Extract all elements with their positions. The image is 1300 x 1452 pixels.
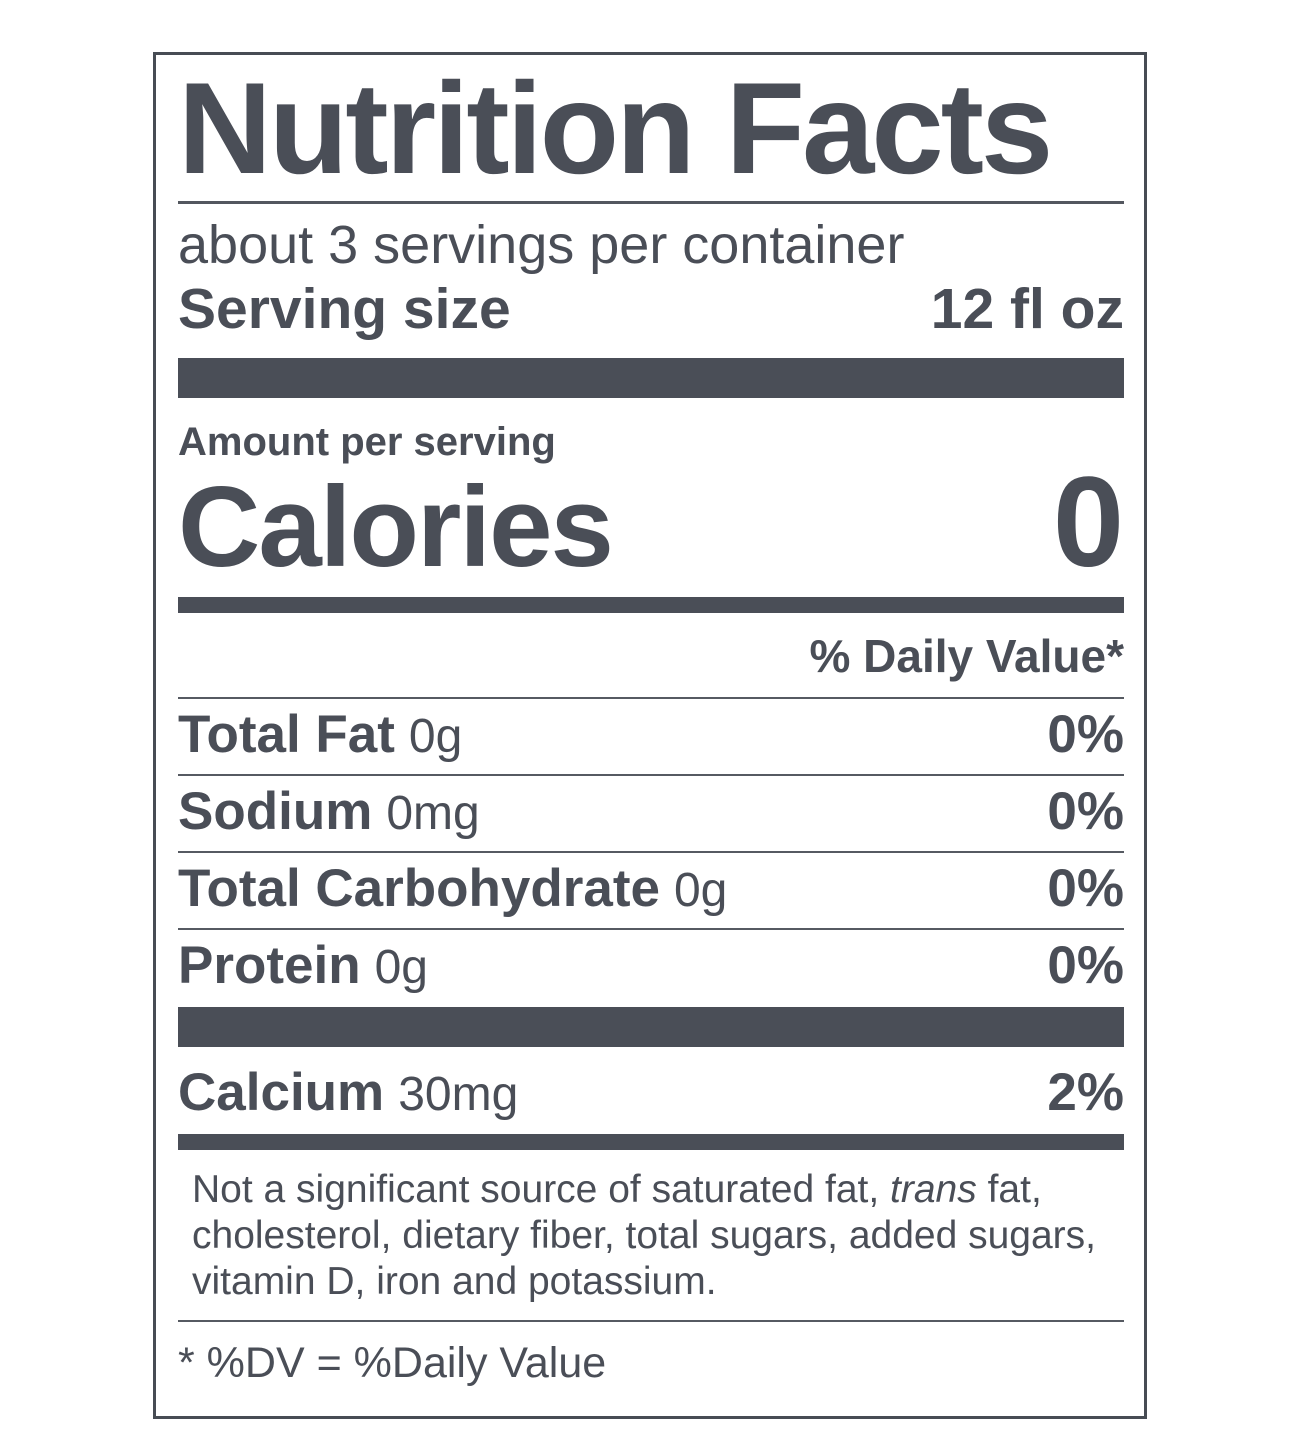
nutrient-left: Calcium 30mg: [178, 1066, 518, 1121]
nutrient-row-sodium: Sodium 0mg 0%: [178, 774, 1124, 851]
nutrient-left: Total Carbohydrate 0g: [178, 862, 727, 917]
nutrient-name: Sodium: [178, 782, 373, 841]
nutrient-daily-value: 0%: [1047, 782, 1124, 841]
footnote-text: fat,: [976, 1168, 1042, 1211]
nutrient-daily-value: 0%: [1047, 705, 1124, 764]
nutrient-daily-value: 0%: [1047, 936, 1124, 995]
nutrition-facts-label: Nutrition Facts about 3 servings per con…: [153, 52, 1147, 1419]
footnote-line-3: vitamin D, iron and potassium.: [192, 1260, 717, 1303]
nutrient-row-calcium: Calcium 30mg 2%: [178, 1047, 1124, 1134]
nutrient-left: Sodium 0mg: [178, 785, 480, 840]
footnote-italic-trans: trans: [890, 1168, 977, 1211]
calories-value: 0: [1052, 451, 1124, 594]
nutrient-amount: 0g: [374, 941, 428, 994]
nutrient-name: Total Carbohydrate: [178, 859, 660, 918]
title-divider: [178, 201, 1124, 204]
nutrient-daily-value: 0%: [1047, 859, 1124, 918]
calories-label: Calories: [178, 464, 614, 591]
amount-per-serving-label: Amount per serving: [178, 420, 556, 464]
daily-value-note: * %DV = %Daily Value: [178, 1339, 607, 1387]
nutrient-name: Calcium: [178, 1063, 385, 1122]
footnote-divider: [178, 1320, 1124, 1322]
nutrient-left: Total Fat 0g: [178, 708, 462, 763]
nutrient-name: Protein: [178, 936, 361, 995]
nutrient-amount: 0g: [673, 864, 728, 917]
nutrient-left: Protein 0g: [178, 939, 428, 994]
daily-value-header: % Daily Value*: [809, 630, 1125, 682]
thick-divider-bar: [178, 1007, 1124, 1047]
footnote-line-1: Not a significant source of saturated fa…: [192, 1167, 1124, 1213]
medium-divider-bar: [178, 1134, 1124, 1150]
serving-size-label: Serving size: [178, 277, 511, 341]
nutrient-amount: 30mg: [398, 1068, 519, 1121]
thick-divider-bar: [178, 358, 1124, 398]
nutrient-row-total-fat: Total Fat 0g 0%: [178, 697, 1124, 774]
nutrient-row-protein: Protein 0g 0%: [178, 928, 1124, 1005]
nutrient-daily-value: 2%: [1047, 1063, 1124, 1122]
footnote-text: Not a significant source of saturated fa…: [192, 1168, 891, 1211]
serving-size-value: 12 fl oz: [930, 277, 1124, 341]
nutrient-row-total-carbohydrate: Total Carbohydrate 0g 0%: [178, 851, 1124, 928]
nutrient-amount: 0mg: [386, 787, 480, 840]
serving-size-row: Serving size 12 fl oz: [178, 278, 1124, 340]
servings-per-container: about 3 servings per container: [178, 215, 905, 275]
nutrient-amount: 0g: [408, 710, 463, 763]
nutrient-name: Total Fat: [178, 705, 395, 764]
label-title: Nutrition Facts: [178, 55, 1053, 201]
footnote: Not a significant source of saturated fa…: [192, 1167, 1124, 1305]
calories-row: Calories 0: [178, 451, 1124, 594]
medium-divider-bar: [178, 597, 1124, 613]
footnote-line-2: cholesterol, dietary fiber, total sugars…: [192, 1214, 1097, 1257]
